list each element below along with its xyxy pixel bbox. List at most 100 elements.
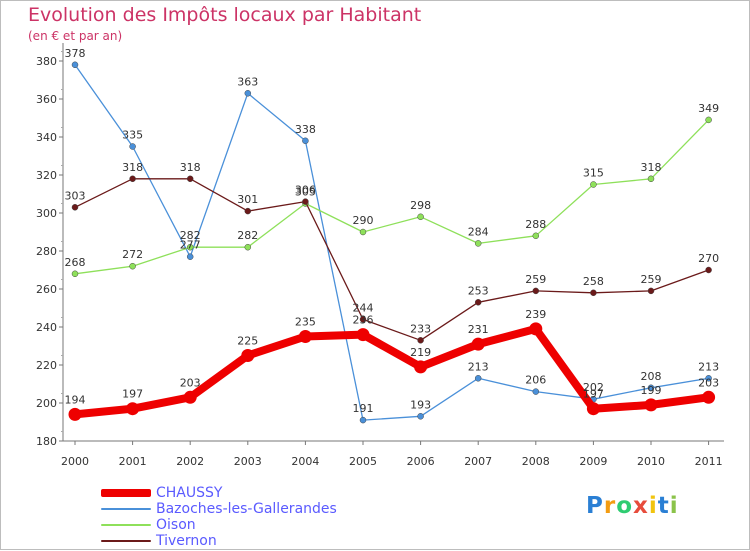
data-point-tivernon	[474, 299, 482, 306]
data-point-oison	[129, 262, 136, 270]
data-point-tivernon	[129, 175, 136, 183]
x-tick-label: 2001	[119, 455, 147, 468]
data-point-bazoches-les-gallerandes	[532, 388, 540, 395]
x-tick-label: 2007	[464, 455, 492, 468]
data-label-bazoches-les-gallerandes: 213	[468, 360, 489, 373]
legend-swatch-chaussy	[101, 489, 151, 497]
x-tick-label: 2008	[522, 455, 550, 468]
data-point-bazoches-les-gallerandes	[186, 253, 194, 260]
legend-label-bazoches: Bazoches-les-Gallerandes	[156, 500, 337, 517]
data-point-oison	[186, 243, 194, 251]
data-label-tivernon: 259	[525, 273, 546, 286]
x-tick-label: 2002	[176, 455, 204, 468]
data-label-chaussy: 203	[698, 376, 719, 389]
x-tick-label: 2003	[234, 455, 262, 468]
data-point-oison	[71, 270, 79, 278]
legend-item-bazoches[interactable]: Bazoches-les-Gallerandes	[101, 501, 337, 517]
data-point-bazoches-les-gallerandes	[647, 384, 655, 392]
data-point-bazoches-les-gallerandes	[129, 143, 136, 150]
x-tick-label: 2010	[637, 455, 665, 468]
x-tick-label: 2009	[579, 455, 607, 468]
data-point-chaussy	[471, 337, 485, 351]
data-point-chaussy	[241, 349, 255, 362]
y-tick-label: 240	[36, 321, 57, 334]
y-tick-label: 220	[36, 359, 57, 372]
x-tick-label: 2011	[695, 455, 723, 468]
data-point-bazoches-les-gallerandes	[417, 413, 424, 420]
data-label-bazoches-les-gallerandes: 277	[180, 239, 201, 252]
data-label-bazoches-les-gallerandes: 213	[698, 360, 719, 373]
data-point-chaussy	[183, 390, 197, 404]
data-label-oison: 284	[468, 225, 489, 238]
data-point-bazoches-les-gallerandes	[474, 375, 482, 382]
data-label-chaussy: 225	[237, 335, 258, 348]
data-label-tivernon: 233	[410, 322, 431, 335]
logo-letter: t	[657, 493, 670, 519]
data-point-chaussy	[414, 360, 428, 374]
logo-letter: i	[669, 493, 679, 519]
data-label-chaussy: 194	[65, 393, 86, 406]
data-point-chaussy	[529, 322, 543, 336]
data-point-oison	[359, 228, 367, 236]
data-label-tivernon: 244	[353, 301, 374, 314]
data-label-oison: 305	[295, 186, 316, 199]
data-label-oison: 290	[353, 214, 374, 227]
logo-letter: o	[616, 493, 634, 519]
x-tick-label: 2004	[291, 455, 319, 468]
data-label-tivernon: 301	[237, 193, 258, 206]
data-point-tivernon	[532, 287, 540, 295]
data-point-oison	[417, 213, 424, 221]
series-line-tivernon	[74, 178, 710, 341]
data-label-oison: 349	[698, 102, 719, 115]
legend-swatch-tivernon	[101, 540, 151, 542]
data-point-chaussy	[298, 330, 312, 343]
data-label-tivernon: 318	[122, 161, 143, 174]
chart-subtitle: (en € et par an)	[28, 29, 123, 43]
data-label-chaussy: 197	[583, 388, 604, 401]
data-label-bazoches-les-gallerandes: 191	[353, 402, 374, 415]
y-tick-label: 360	[36, 93, 57, 106]
y-tick-label: 380	[36, 55, 57, 68]
data-point-oison	[705, 116, 712, 124]
data-point-chaussy	[356, 328, 370, 342]
legend-swatch-oison	[101, 524, 151, 526]
data-label-chaussy: 236	[353, 314, 374, 327]
y-tick-label: 180	[36, 435, 57, 448]
data-label-chaussy: 231	[468, 323, 489, 336]
data-label-chaussy: 235	[295, 316, 316, 329]
data-point-tivernon	[590, 289, 597, 297]
data-point-oison	[532, 232, 540, 240]
legend: CHAUSSY Bazoches-les-Gallerandes Oison T…	[101, 485, 337, 549]
data-point-tivernon	[302, 198, 309, 205]
chart-title: Evolution des Impôts locaux par Habitant	[28, 4, 422, 26]
data-point-tivernon	[647, 287, 655, 295]
data-label-chaussy: 219	[410, 346, 431, 359]
legend-item-tivernon[interactable]: Tivernon	[101, 533, 337, 549]
data-label-chaussy: 239	[525, 308, 546, 321]
data-point-bazoches-les-gallerandes	[705, 375, 712, 382]
data-point-oison	[244, 243, 252, 251]
data-label-oison: 282	[237, 229, 258, 242]
data-label-oison: 315	[583, 167, 604, 180]
data-point-chaussy	[702, 390, 716, 404]
data-point-oison	[474, 240, 482, 247]
data-label-tivernon: 306	[295, 184, 316, 197]
data-point-oison	[647, 175, 655, 183]
data-label-bazoches-les-gallerandes: 338	[295, 123, 316, 136]
legend-label-tivernon: Tivernon	[156, 532, 217, 549]
y-tick-label: 320	[36, 169, 57, 182]
data-point-chaussy	[644, 398, 658, 412]
data-point-tivernon	[359, 316, 367, 323]
data-point-chaussy	[68, 407, 82, 421]
data-label-tivernon: 258	[583, 275, 604, 288]
legend-item-chaussy[interactable]: CHAUSSY	[101, 485, 337, 501]
legend-label-chaussy: CHAUSSY	[156, 484, 223, 501]
data-label-bazoches-les-gallerandes: 378	[65, 47, 86, 60]
x-tick-label: 2006	[407, 455, 435, 468]
data-label-oison: 272	[122, 248, 143, 261]
data-label-tivernon: 259	[641, 273, 662, 286]
data-point-tivernon	[186, 175, 194, 183]
data-point-tivernon	[705, 266, 712, 274]
legend-item-oison[interactable]: Oison	[101, 517, 337, 533]
